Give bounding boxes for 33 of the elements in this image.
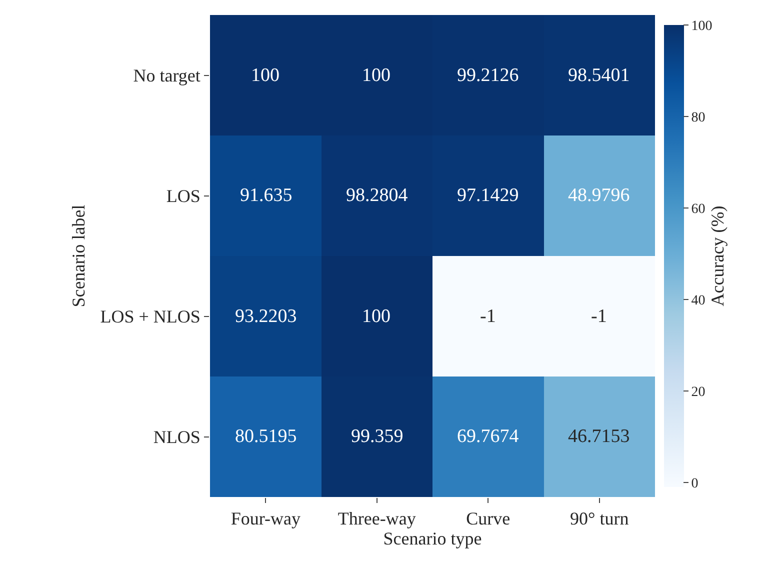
data-label: 98.2804 — [346, 185, 408, 206]
data-label: 48.9796 — [568, 185, 630, 206]
data-label: 46.7153 — [568, 426, 630, 447]
y-tick-label: NLOS — [153, 427, 200, 448]
color-bar-label: 80 — [691, 110, 706, 126]
y-tick-label: LOS + NLOS — [100, 306, 200, 327]
data-label: 97.1429 — [457, 185, 519, 206]
data-label: 98.5401 — [568, 65, 630, 86]
color-bar-label: 40 — [691, 293, 706, 308]
x-tick-label: Curve — [466, 508, 510, 529]
data-label: 80.5195 — [235, 426, 297, 447]
color-bar-title: Accuracy (%) — [707, 206, 728, 306]
data-label: 100 — [362, 306, 390, 327]
color-bar-label: 100 — [691, 18, 712, 34]
data-label: 100 — [362, 65, 390, 86]
data-label: 99.359 — [351, 426, 404, 447]
color-bar-label: 0 — [691, 476, 698, 492]
x-tick-label: 90° turn — [570, 508, 629, 529]
y-tick-label: No target — [133, 66, 200, 86]
color-bar-label: 60 — [691, 202, 706, 217]
data-label: -1 — [591, 306, 607, 327]
data-label: 91.635 — [240, 185, 292, 206]
color-bar-label: 20 — [691, 384, 706, 400]
data-label: -1 — [480, 306, 496, 327]
x-axis-title: Scenario type — [383, 528, 482, 549]
data-label: 93.2203 — [235, 306, 297, 327]
y-tick-label: LOS — [166, 186, 200, 206]
data-label: 100 — [251, 65, 280, 86]
data-label: 69.7674 — [457, 426, 520, 447]
x-tick-label: Four-way — [230, 508, 300, 529]
data-label: 99.2126 — [457, 65, 519, 86]
y-axis-title: Scenario label — [68, 204, 88, 308]
x-tick-label: Three-way — [338, 508, 416, 529]
